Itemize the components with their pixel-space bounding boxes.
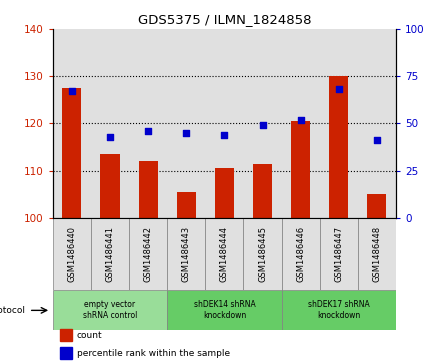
Point xyxy=(221,132,228,138)
Text: count: count xyxy=(77,331,103,340)
Point xyxy=(297,117,304,123)
Text: GSM1486440: GSM1486440 xyxy=(67,226,77,282)
Bar xyxy=(167,290,282,330)
Point xyxy=(259,122,266,128)
Point xyxy=(68,89,75,94)
Bar xyxy=(367,194,386,218)
Bar xyxy=(243,29,282,218)
Bar xyxy=(205,29,243,218)
Point xyxy=(374,138,381,143)
Point xyxy=(106,134,114,139)
Title: GDS5375 / ILMN_1824858: GDS5375 / ILMN_1824858 xyxy=(138,13,311,26)
Point xyxy=(183,130,190,136)
Bar xyxy=(139,161,158,218)
Bar xyxy=(282,218,320,290)
Bar xyxy=(358,218,396,290)
Bar xyxy=(62,88,81,218)
Bar xyxy=(320,29,358,218)
Bar xyxy=(329,76,348,218)
Text: GSM1486446: GSM1486446 xyxy=(296,226,305,282)
Bar xyxy=(129,218,167,290)
Bar xyxy=(167,218,205,290)
Text: GSM1486442: GSM1486442 xyxy=(143,226,153,282)
Bar xyxy=(215,168,234,218)
Text: GSM1486445: GSM1486445 xyxy=(258,226,267,282)
Bar xyxy=(320,218,358,290)
Text: shDEK14 shRNA
knockdown: shDEK14 shRNA knockdown xyxy=(194,300,255,321)
Bar xyxy=(167,29,205,218)
Bar xyxy=(91,218,129,290)
Bar xyxy=(205,218,243,290)
Point xyxy=(335,86,342,92)
Bar xyxy=(282,29,320,218)
Bar xyxy=(53,29,91,218)
Bar xyxy=(53,218,91,290)
Text: GSM1486443: GSM1486443 xyxy=(182,226,191,282)
Text: GSM1486447: GSM1486447 xyxy=(334,226,343,282)
Bar xyxy=(91,29,129,218)
Bar xyxy=(358,29,396,218)
Bar xyxy=(53,290,167,330)
Text: GSM1486448: GSM1486448 xyxy=(372,226,381,282)
Text: percentile rank within the sample: percentile rank within the sample xyxy=(77,349,230,358)
Bar xyxy=(243,218,282,290)
Text: GSM1486444: GSM1486444 xyxy=(220,226,229,282)
Bar xyxy=(177,192,196,218)
Bar xyxy=(282,290,396,330)
Point xyxy=(145,128,152,134)
Bar xyxy=(100,154,120,218)
Bar xyxy=(253,163,272,218)
Text: shDEK17 shRNA
knockdown: shDEK17 shRNA knockdown xyxy=(308,300,370,321)
Text: protocol: protocol xyxy=(0,306,26,315)
Bar xyxy=(291,121,310,218)
Bar xyxy=(129,29,167,218)
Text: GSM1486441: GSM1486441 xyxy=(106,226,114,282)
Bar xyxy=(60,329,72,341)
Bar xyxy=(60,347,72,359)
Text: empty vector
shRNA control: empty vector shRNA control xyxy=(83,300,137,321)
